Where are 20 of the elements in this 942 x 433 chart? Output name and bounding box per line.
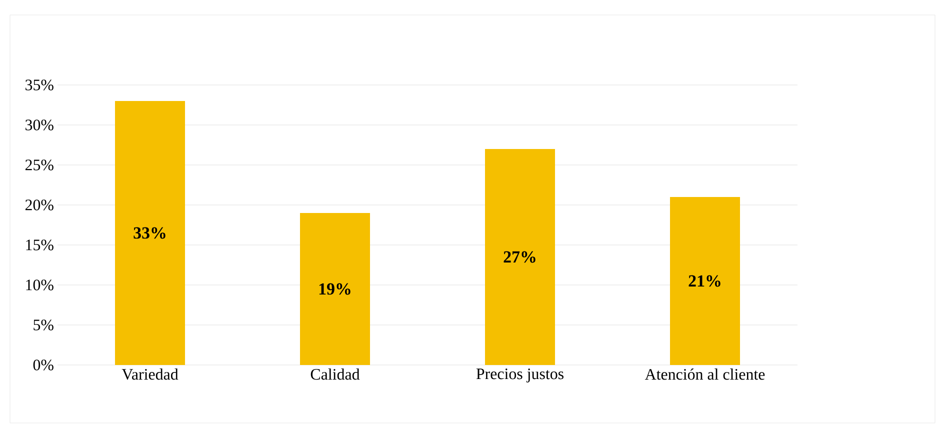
- y-tick-label: 15%: [26, 240, 54, 250]
- y-tick-label: 0%: [33, 360, 54, 370]
- x-tick-label: Precios justos: [476, 368, 564, 382]
- x-tick-label: Atención al cliente: [644, 368, 765, 380]
- x-tick-label: Calidad: [310, 368, 360, 380]
- y-tick-label: 30%: [26, 120, 54, 130]
- data-label: 27%: [504, 251, 536, 263]
- bar: [115, 100, 186, 365]
- x-tick-label: Variedad: [122, 368, 178, 380]
- y-tick-label: 25%: [25, 160, 54, 170]
- bar: [485, 148, 556, 365]
- bar: [670, 196, 740, 365]
- y-tick-label: 20%: [25, 200, 54, 210]
- y-tick-label: 10%: [26, 280, 54, 290]
- data-label: 33%: [134, 227, 166, 239]
- y-tick-label: 35%: [26, 80, 54, 90]
- data-label: 21%: [688, 275, 720, 287]
- data-label: 19%: [319, 283, 350, 295]
- y-tick-label: 5%: [34, 320, 54, 330]
- bar: [300, 212, 370, 365]
